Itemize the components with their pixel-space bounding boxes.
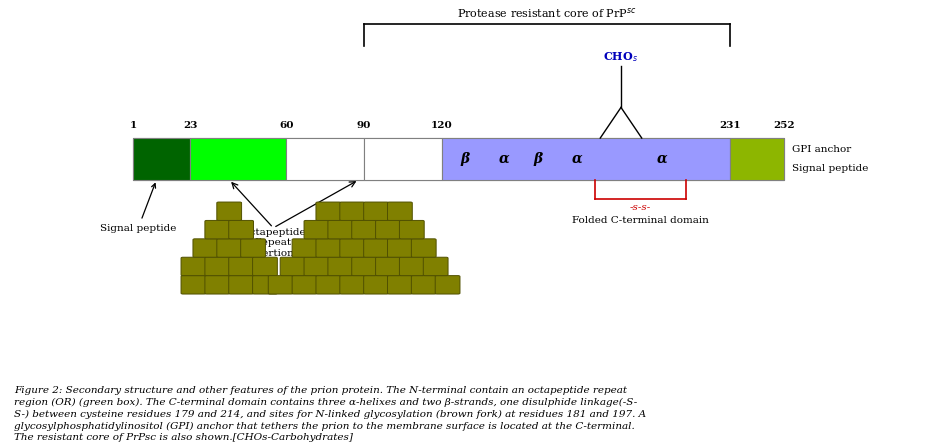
FancyBboxPatch shape [316, 202, 341, 220]
FancyBboxPatch shape [328, 220, 353, 239]
Text: 231: 231 [719, 121, 740, 130]
FancyBboxPatch shape [411, 239, 436, 257]
Bar [133, 138, 784, 180]
Text: α: α [657, 152, 667, 166]
Text: 60: 60 [279, 121, 294, 130]
FancyBboxPatch shape [205, 220, 229, 239]
Bar [442, 138, 730, 180]
Text: 1: 1 [129, 121, 137, 130]
Text: CHO$_s$: CHO$_s$ [604, 50, 638, 63]
Text: -s-s-: -s-s- [630, 203, 651, 212]
FancyBboxPatch shape [292, 239, 317, 257]
FancyBboxPatch shape [423, 257, 448, 276]
Text: 90: 90 [357, 121, 372, 130]
FancyBboxPatch shape [340, 276, 365, 294]
FancyBboxPatch shape [316, 239, 341, 257]
FancyBboxPatch shape [253, 257, 277, 276]
FancyBboxPatch shape [340, 202, 365, 220]
Bar [133, 138, 190, 180]
Bar [286, 138, 364, 180]
FancyBboxPatch shape [340, 239, 365, 257]
Text: β: β [534, 152, 543, 166]
FancyBboxPatch shape [292, 276, 317, 294]
Text: β: β [461, 152, 470, 166]
FancyBboxPatch shape [364, 202, 388, 220]
FancyBboxPatch shape [435, 276, 460, 294]
FancyBboxPatch shape [316, 276, 341, 294]
Text: α: α [499, 152, 509, 166]
Bar [730, 138, 784, 180]
FancyBboxPatch shape [228, 276, 254, 294]
FancyBboxPatch shape [388, 276, 412, 294]
FancyBboxPatch shape [411, 276, 436, 294]
Text: GPI anchor: GPI anchor [792, 145, 851, 154]
Text: Signal peptide: Signal peptide [100, 184, 176, 232]
FancyBboxPatch shape [304, 220, 329, 239]
FancyBboxPatch shape [388, 239, 412, 257]
Text: 120: 120 [431, 121, 453, 130]
FancyBboxPatch shape [304, 257, 329, 276]
FancyBboxPatch shape [375, 220, 401, 239]
FancyBboxPatch shape [364, 276, 388, 294]
FancyBboxPatch shape [217, 202, 241, 220]
FancyBboxPatch shape [364, 239, 388, 257]
FancyBboxPatch shape [352, 257, 376, 276]
Text: 252: 252 [774, 121, 796, 130]
Text: Octapeptide
Repeat
Insertions: Octapeptide Repeat Insertions [241, 228, 306, 257]
Text: Signal peptide: Signal peptide [792, 164, 869, 173]
FancyBboxPatch shape [253, 276, 277, 294]
Text: Folded C-terminal domain: Folded C-terminal domain [572, 216, 709, 225]
Bar [364, 138, 442, 180]
FancyBboxPatch shape [328, 257, 353, 276]
Bar [190, 138, 286, 180]
FancyBboxPatch shape [217, 239, 241, 257]
FancyBboxPatch shape [375, 257, 401, 276]
FancyBboxPatch shape [352, 220, 376, 239]
FancyBboxPatch shape [388, 202, 412, 220]
FancyBboxPatch shape [269, 276, 293, 294]
Text: 23: 23 [183, 121, 197, 130]
FancyBboxPatch shape [193, 239, 218, 257]
FancyBboxPatch shape [400, 257, 424, 276]
FancyBboxPatch shape [205, 257, 229, 276]
FancyBboxPatch shape [400, 220, 424, 239]
Text: α: α [572, 152, 582, 166]
FancyBboxPatch shape [205, 276, 229, 294]
Text: Protease resistant core of PrP$^{sc}$: Protease resistant core of PrP$^{sc}$ [458, 6, 636, 20]
FancyBboxPatch shape [181, 257, 206, 276]
FancyBboxPatch shape [228, 220, 254, 239]
FancyBboxPatch shape [280, 257, 305, 276]
FancyBboxPatch shape [228, 257, 254, 276]
Text: Figure 2: Secondary structure and other features of the prion protein. The N-ter: Figure 2: Secondary structure and other … [14, 386, 646, 443]
FancyBboxPatch shape [241, 239, 266, 257]
FancyBboxPatch shape [181, 276, 206, 294]
